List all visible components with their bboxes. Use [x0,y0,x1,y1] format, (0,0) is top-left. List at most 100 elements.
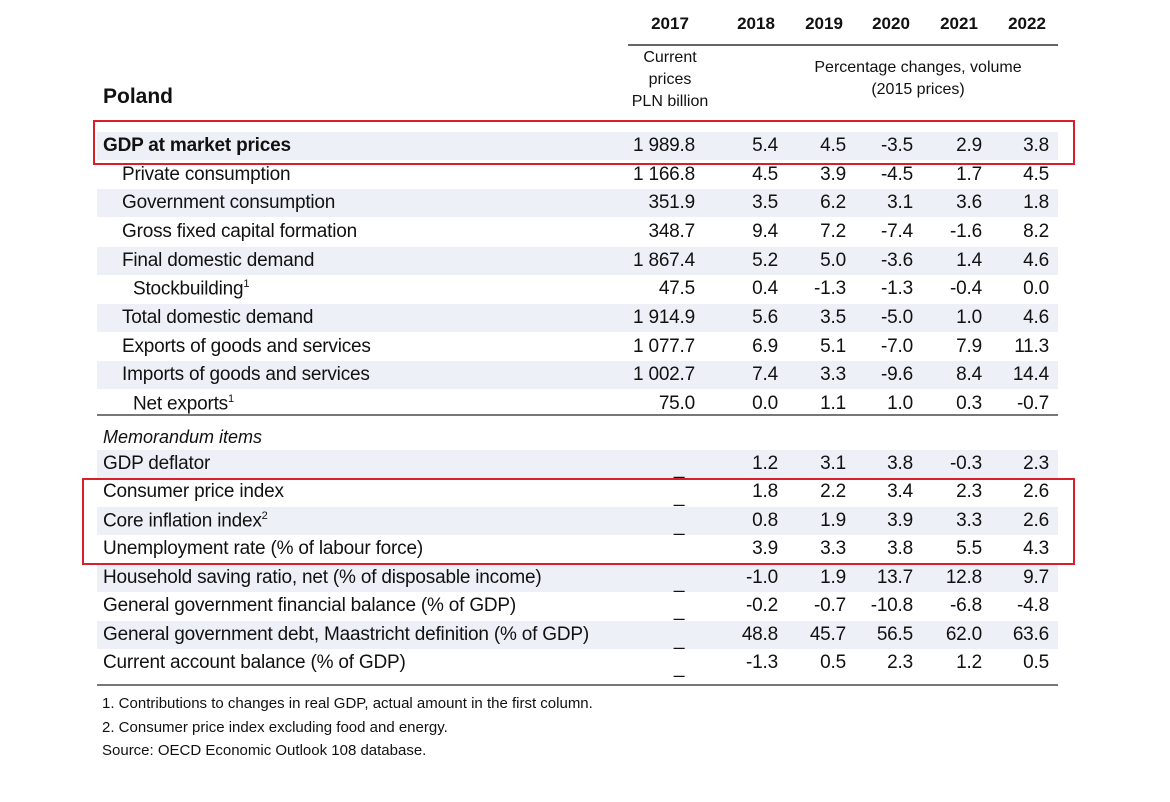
cell-2019: 7.2 [820,221,846,242]
sub-line: PLN billion [631,93,709,110]
footnote-1: 1. Contributions to changes in real GDP,… [102,695,593,712]
row-label: Gross fixed capital formation [122,221,357,243]
row-label: Imports of goods and services [122,364,370,386]
row-label: Stockbuilding1 [133,278,250,300]
cell-2021: 1.7 [956,163,982,185]
highlight-box-inflation-unemployment [82,478,1075,565]
cell-2018: 5.6 [752,307,778,329]
table-row: General government debt, Maastricht defi… [97,620,1058,650]
cell-2020: 3.8 [887,538,913,560]
cell-2021: 12.8 [945,566,982,588]
cell-2022: -4.8 [1017,595,1049,617]
cell-2021: 0.3 [956,393,982,415]
cell-2020: -1.3 [881,278,913,300]
section-rule [97,414,1058,416]
cell-2018: 0.4 [752,278,778,300]
source-note: Source: OECD Economic Outlook 108 databa… [102,742,427,759]
year-2017: 2017 [651,14,689,33]
cell-2019: 0.5 [820,652,846,674]
cell-2019: -0.7 [814,595,846,617]
cell-2020: -3.5 [881,135,913,156]
cell-2021: 3.6 [956,192,982,214]
cell-2022: 11.3 [1014,335,1049,357]
cell-2017: 75.0 [658,393,695,415]
row-label: Net exports1 [133,393,234,415]
row-label: Government consumption [122,192,335,214]
cell-2017: _ [673,657,685,679]
cell-2017: 1 867.4 [633,249,695,271]
cell-2022: 2.6 [1023,481,1049,503]
row-label: General government financial balance (% … [103,595,516,617]
cell-2019: 3.5 [820,307,846,329]
cell-2022: 8.2 [1023,221,1049,242]
cell-2022: 4.5 [1023,163,1049,185]
table-row: Core inflation index2 _ 0.8 1.9 3.9 3.3 2.6 [97,506,1058,536]
cell-2018: 6.9 [752,335,778,357]
table-row: Total domestic demand 1 914.9 5.6 3.5 -5.0 1.… [97,304,1058,333]
table-row: Private consumption 1 166.8 4.5 3.9 -4.5 1.7 4… [97,161,1058,189]
cell-2021: 8.4 [956,364,982,386]
row-label-text: Private consumption [122,163,291,185]
cell-2017: _ [673,458,685,479]
footnote-marker: 1 [243,278,250,291]
footnote-2: 2. Consumer price index excluding food a… [102,719,448,736]
row-label: General government debt, Maastricht defi… [103,624,589,646]
cell-2019: 5.1 [820,335,846,357]
table-row: Current account balance (% of GDP) _ -1.3 0… [97,649,1058,679]
cell-2020: -9.6 [881,364,913,386]
year-2020: 2020 [872,14,910,33]
sub-line: (2015 prices) [871,81,965,98]
cell-2019: -1.3 [814,278,846,300]
cell-2019: 1.9 [820,509,846,531]
cell-2020: -10.8 [870,595,914,617]
table-row: Final domestic demand 1 867.4 5.2 5.0 -3.6 1.… [97,246,1058,275]
memorandum-title: Memorandum items [103,427,263,447]
row-label-text: Current account balance (% of GDP) [103,652,406,674]
row-label-text: Government consumption [122,192,336,214]
table-row: Unemployment rate (% of labour force) 3.9… [97,535,1058,563]
header-rule [628,44,1058,46]
cell-2018: 9.4 [752,221,778,242]
row-label-text: Net exports [133,393,228,415]
cell-2021: -1.6 [950,221,982,242]
cell-2021: -0.4 [950,278,982,300]
row-label-text: Exports of goods and services [122,335,371,357]
table-row: General government financial balance (% … [97,592,1058,621]
table-row: Exports of goods and services 1 077.7 6.9 5… [97,333,1058,361]
cell-2022: 0.0 [1023,278,1049,300]
cell-2017: 351.9 [648,192,695,214]
row-label: Total domestic demand [122,307,313,329]
cell-2017: _ [673,514,685,536]
row-label-text: Stockbuilding [133,278,244,300]
cell-2020: 3.4 [887,481,913,503]
cell-2017: 1 166.8 [633,163,695,185]
cell-2022: 4.3 [1023,538,1049,560]
table-row: GDP at market prices 1 989.8 5.4 4.5 -3.5 2.9… [97,132,1058,160]
cell-2019: 1.1 [820,393,846,415]
footnote-marker: 1 [227,393,234,406]
cell-2021: 5.5 [956,538,982,560]
cell-2020: 3.8 [887,453,913,474]
cell-2019: 3.9 [820,163,846,185]
cell-2018: 4.5 [752,163,778,185]
cell-2020: 56.5 [876,623,913,645]
cell-2021: -6.8 [950,595,982,617]
cell-2021: 62.0 [945,623,982,645]
cell-2021: 1.2 [956,652,982,674]
year-2018: 2018 [737,14,775,33]
cell-2022: 3.8 [1023,135,1049,156]
table-row: Gross fixed capital formation 348.7 9.4 7.2… [97,218,1058,246]
cell-2022: 2.6 [1023,509,1049,531]
row-label-text: GDP deflator [103,453,211,474]
table-row: Net exports1 75.0 0.0 1.1 1.0 0.3 -0.7 [97,390,1058,418]
year-2022: 2022 [1008,14,1046,33]
cell-2021: 3.3 [956,509,982,531]
cell-2020: 3.9 [887,509,913,531]
year-2019: 2019 [805,14,843,33]
cell-2018: 1.8 [752,481,778,503]
cell-2019: 45.7 [809,623,846,645]
cell-2020: 3.1 [887,192,913,214]
cell-2019: 1.9 [820,566,846,588]
cell-2018: 1.2 [752,453,778,474]
cell-2017: 1 914.9 [633,307,695,329]
